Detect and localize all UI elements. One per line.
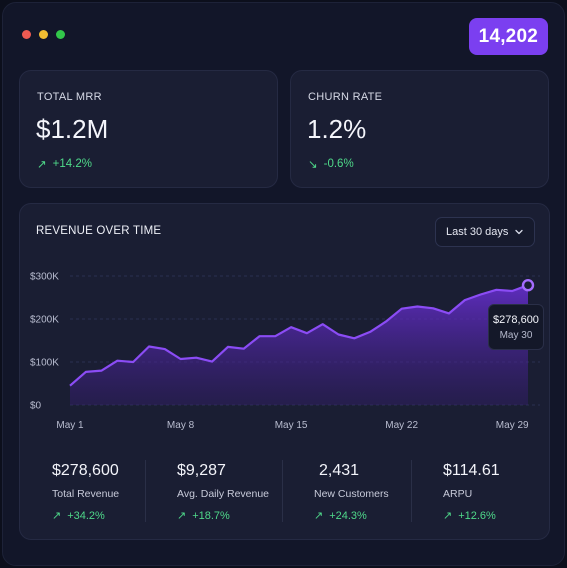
kpi-delta: ↗ +14.2% [37, 157, 92, 171]
date-range-value: Last 30 days [446, 226, 509, 238]
kpi-label: CHURN RATE [308, 91, 383, 103]
stat-delta: ↗ +18.7% [177, 509, 269, 523]
date-range-select[interactable]: Last 30 days [435, 217, 535, 247]
stat-delta-value: +12.6% [458, 509, 496, 522]
stat-avg-daily-revenue: $9,287 Avg. Daily Revenue ↗ +18.7% [177, 462, 269, 522]
stat-value: $9,287 [177, 462, 226, 479]
x-tick-label: May 8 [167, 420, 195, 431]
x-tick-label: May 22 [385, 420, 418, 431]
stat-label: Avg. Daily Revenue [177, 488, 270, 500]
close-window-dot[interactable] [22, 30, 31, 39]
y-tick-label: $200K [30, 315, 59, 326]
chart-title: REVENUE OVER TIME [36, 225, 162, 237]
stat-value: $114.61 [443, 462, 500, 479]
stat-arpu: $114.61 ARPU ↗ +12.6% [443, 462, 500, 522]
chart-tooltip: $278,600 May 30 [488, 304, 544, 350]
stat-label: New Customers [314, 488, 389, 500]
revenue-area-chart: $0 $100K $200K $300K May 1 May 8 May 15 May 22… [30, 272, 540, 431]
y-tick-label: $100K [30, 358, 59, 369]
kpi-card-total-mrr: TOTAL MRR $1.2M ↗ +14.2% [19, 70, 278, 188]
arrow-up-right-icon: ↗ [314, 510, 324, 522]
divider [411, 460, 412, 522]
x-tick-label: May 15 [275, 420, 308, 431]
revenue-series-line [69, 284, 529, 387]
kpi-label: TOTAL MRR [37, 91, 102, 103]
stat-delta: ↗ +34.2% [52, 509, 119, 523]
kpi-delta-value: -0.6% [323, 158, 354, 170]
stat-value: $278,600 [52, 462, 119, 479]
kpi-delta: ↘ -0.6% [308, 157, 354, 171]
arrow-up-right-icon: ↗ [52, 510, 62, 522]
maximize-window-dot[interactable] [56, 30, 65, 39]
revenue-area-fill [70, 285, 528, 405]
stat-delta-value: +34.2% [67, 509, 105, 522]
stat-label: Total Revenue [52, 488, 120, 500]
stat-total-revenue: $278,600 Total Revenue ↗ +34.2% [52, 462, 119, 522]
arrow-down-right-icon: ↘ [308, 159, 318, 171]
window-controls [22, 30, 65, 39]
divider [282, 460, 283, 522]
y-tick-label: $300K [30, 272, 59, 283]
chevron-down-icon [515, 229, 523, 235]
tooltip-value: $278,600 [493, 314, 539, 326]
stat-label: ARPU [443, 488, 473, 500]
stat-delta-value: +24.3% [329, 509, 367, 522]
y-tick-label: $0 [30, 401, 42, 412]
arrow-up-right-icon: ↗ [443, 510, 453, 522]
stat-value: 2,431 [319, 462, 360, 479]
kpi-value: $1.2M [36, 114, 109, 144]
count-badge: 14,202 [468, 18, 548, 55]
tooltip-date: May 30 [499, 330, 533, 341]
revenue-chart-card: REVENUE OVER TIME Last 30 days $0 $100K $2… [19, 203, 550, 540]
kpi-card-churn-rate: CHURN RATE 1.2% ↘ -0.6% [290, 70, 549, 188]
stat-delta-value: +18.7% [192, 509, 230, 522]
kpi-delta-value: +14.2% [52, 158, 92, 170]
x-tick-label: May 1 [56, 420, 84, 431]
stat-new-customers: 2,431 New Customers ↗ +24.3% [314, 462, 389, 522]
stat-delta: ↗ +24.3% [314, 509, 389, 523]
minimize-window-dot[interactable] [39, 30, 48, 39]
kpi-value: 1.2% [307, 114, 367, 144]
hover-point-marker[interactable] [521, 279, 535, 292]
x-tick-label: May 29 [496, 420, 529, 431]
divider [145, 460, 146, 522]
stat-delta: ↗ +12.6% [443, 509, 500, 523]
arrow-up-right-icon: ↗ [37, 159, 47, 171]
arrow-up-right-icon: ↗ [177, 510, 187, 522]
